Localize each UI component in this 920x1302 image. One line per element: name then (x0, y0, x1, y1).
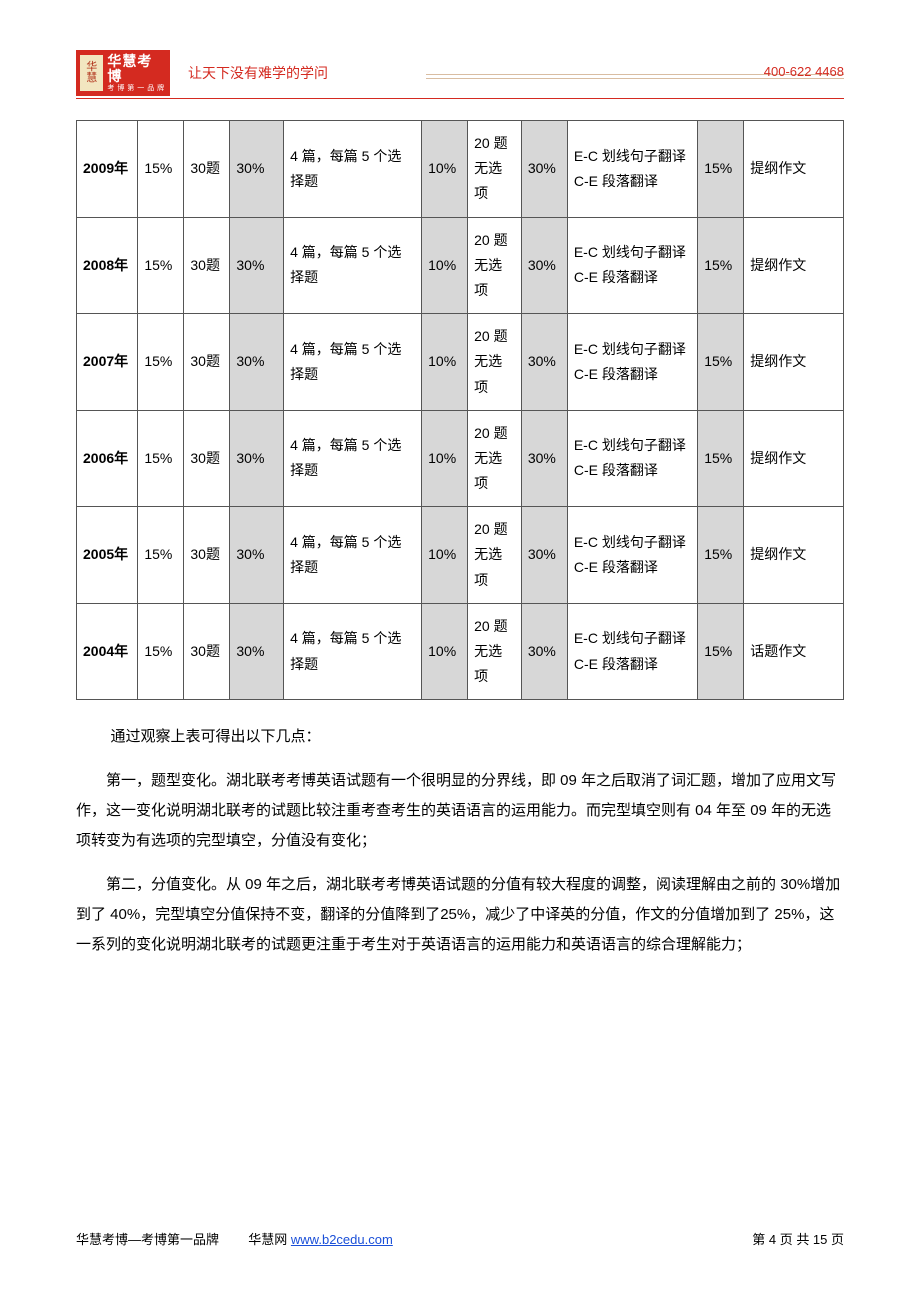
table-row: 2006年15%30题30%4 篇，每篇 5 个选择题10%20 题无选项30%… (77, 410, 844, 507)
table-cell-reading_desc: 4 篇，每篇 5 个选择题 (284, 603, 422, 700)
table-body: 2009年15%30题30%4 篇，每篇 5 个选择题10%20 题无选项30%… (77, 121, 844, 700)
logo-text: 华慧考博 考 博 第 一 品 牌 (107, 54, 166, 92)
table-row: 2004年15%30题30%4 篇，每篇 5 个选择题10%20 题无选项30%… (77, 603, 844, 700)
logo-badge-icon: 华 慧 (80, 55, 103, 91)
table-cell-trans_desc: E-C 划线句子翻译C-E 段落翻译 (567, 507, 697, 604)
table-cell-cloze_pct: 10% (422, 603, 468, 700)
header-slogan: 让天下没有难学的学问 (188, 63, 328, 83)
table-cell-vocab_pct: 15% (138, 507, 184, 604)
table-cell-reading_pct: 30% (230, 217, 284, 314)
table-cell-year: 2004年 (77, 603, 138, 700)
table-cell-trans_desc: E-C 划线句子翻译C-E 段落翻译 (567, 314, 697, 411)
logo-main-text: 华慧考博 (107, 54, 166, 85)
table-cell-trans_desc: E-C 划线句子翻译C-E 段落翻译 (567, 410, 697, 507)
table-cell-year: 2007年 (77, 314, 138, 411)
table-cell-year: 2005年 (77, 507, 138, 604)
table-cell-vocab_pct: 15% (138, 603, 184, 700)
table-cell-cloze_desc: 20 题无选项 (468, 603, 522, 700)
table-cell-reading_pct: 30% (230, 603, 284, 700)
table-cell-trans_pct: 30% (521, 314, 567, 411)
logo-badge-char-2: 慧 (86, 73, 97, 84)
analysis-text: 通过观察上表可得出以下几点： 第一，题型变化。湖北联考考博英语试题有一个很明显的… (76, 722, 844, 960)
table-cell-writing_desc: 提纲作文 (744, 217, 844, 314)
footer-page-number: 第 4 页 共 15 页 (752, 1229, 844, 1248)
table-cell-trans_desc: E-C 划线句子翻译C-E 段落翻译 (567, 121, 697, 218)
table-cell-reading_pct: 30% (230, 121, 284, 218)
footer-site-label: 华慧网 (248, 1232, 287, 1247)
table-cell-cloze_desc: 20 题无选项 (468, 121, 522, 218)
table-cell-cloze_pct: 10% (422, 314, 468, 411)
table-cell-writing_desc: 提纲作文 (744, 410, 844, 507)
table-cell-trans_pct: 30% (521, 603, 567, 700)
table-cell-reading_pct: 30% (230, 507, 284, 604)
analysis-intro: 通过观察上表可得出以下几点： (76, 722, 844, 752)
table-cell-writing_pct: 15% (698, 507, 744, 604)
table-cell-cloze_desc: 20 题无选项 (468, 410, 522, 507)
brand-logo: 华 慧 华慧考博 考 博 第 一 品 牌 (76, 50, 170, 96)
analysis-point-2: 第二，分值变化。从 09 年之后，湖北联考考博英语试题的分值有较大程度的调整，阅… (76, 870, 844, 960)
table-cell-reading_desc: 4 篇，每篇 5 个选择题 (284, 410, 422, 507)
table-cell-cloze_pct: 10% (422, 507, 468, 604)
table-cell-writing_desc: 提纲作文 (744, 121, 844, 218)
table-cell-reading_pct: 30% (230, 410, 284, 507)
table-cell-year: 2006年 (77, 410, 138, 507)
footer-site-link[interactable]: www.b2cedu.com (291, 1232, 393, 1247)
table-cell-cloze_desc: 20 题无选项 (468, 507, 522, 604)
table-cell-writing_pct: 15% (698, 603, 744, 700)
table-cell-writing_pct: 15% (698, 217, 744, 314)
table-cell-vocab_q: 30题 (184, 603, 230, 700)
table-cell-cloze_pct: 10% (422, 410, 468, 507)
table-row: 2005年15%30题30%4 篇，每篇 5 个选择题10%20 题无选项30%… (77, 507, 844, 604)
logo-sub-text: 考 博 第 一 品 牌 (107, 85, 166, 93)
table-cell-reading_desc: 4 篇，每篇 5 个选择题 (284, 217, 422, 314)
table-cell-vocab_q: 30题 (184, 314, 230, 411)
table-cell-trans_desc: E-C 划线句子翻译C-E 段落翻译 (567, 217, 697, 314)
header-phone: 400-622 4468 (764, 64, 844, 79)
table-cell-reading_desc: 4 篇，每篇 5 个选择题 (284, 507, 422, 604)
page-footer: 华慧考博—考博第一品牌 华慧网 www.b2cedu.com 第 4 页 共 1… (76, 1229, 844, 1248)
table-cell-writing_desc: 提纲作文 (744, 507, 844, 604)
table-row: 2007年15%30题30%4 篇，每篇 5 个选择题10%20 题无选项30%… (77, 314, 844, 411)
table-cell-reading_pct: 30% (230, 314, 284, 411)
table-cell-vocab_q: 30题 (184, 121, 230, 218)
table-cell-vocab_pct: 15% (138, 410, 184, 507)
table-cell-vocab_pct: 15% (138, 217, 184, 314)
table-cell-cloze_desc: 20 题无选项 (468, 314, 522, 411)
table-cell-trans_pct: 30% (521, 121, 567, 218)
page-header: 华 慧 华慧考博 考 博 第 一 品 牌 让天下没有难学的学问 400-622 … (76, 50, 844, 96)
table-cell-reading_desc: 4 篇，每篇 5 个选择题 (284, 121, 422, 218)
table-cell-vocab_q: 30题 (184, 410, 230, 507)
table-cell-trans_pct: 30% (521, 410, 567, 507)
table-cell-trans_pct: 30% (521, 217, 567, 314)
table-cell-writing_pct: 15% (698, 121, 744, 218)
footer-brand-text: 华慧考博—考博第一品牌 (76, 1232, 219, 1247)
table-cell-cloze_desc: 20 题无选项 (468, 217, 522, 314)
table-row: 2008年15%30题30%4 篇，每篇 5 个选择题10%20 题无选项30%… (77, 217, 844, 314)
analysis-point-1: 第一，题型变化。湖北联考考博英语试题有一个很明显的分界线，即 09 年之后取消了… (76, 766, 844, 856)
table-cell-year: 2008年 (77, 217, 138, 314)
table-cell-trans_desc: E-C 划线句子翻译C-E 段落翻译 (567, 603, 697, 700)
table-cell-writing_pct: 15% (698, 410, 744, 507)
footer-left: 华慧考博—考博第一品牌 华慧网 www.b2cedu.com (76, 1229, 393, 1248)
table-cell-vocab_q: 30题 (184, 217, 230, 314)
page-root: 华 慧 华慧考博 考 博 第 一 品 牌 让天下没有难学的学问 400-622 … (0, 0, 920, 1302)
table-cell-vocab_pct: 15% (138, 314, 184, 411)
table-cell-reading_desc: 4 篇，每篇 5 个选择题 (284, 314, 422, 411)
table-cell-trans_pct: 30% (521, 507, 567, 604)
table-cell-year: 2009年 (77, 121, 138, 218)
table-row: 2009年15%30题30%4 篇，每篇 5 个选择题10%20 题无选项30%… (77, 121, 844, 218)
table-cell-writing_desc: 提纲作文 (744, 314, 844, 411)
exam-structure-table: 2009年15%30题30%4 篇，每篇 5 个选择题10%20 题无选项30%… (76, 120, 844, 700)
header-red-rule (76, 98, 844, 99)
table-cell-writing_pct: 15% (698, 314, 744, 411)
table-cell-writing_desc: 话题作文 (744, 603, 844, 700)
table-cell-cloze_pct: 10% (422, 217, 468, 314)
table-cell-cloze_pct: 10% (422, 121, 468, 218)
table-cell-vocab_pct: 15% (138, 121, 184, 218)
table-cell-vocab_q: 30题 (184, 507, 230, 604)
